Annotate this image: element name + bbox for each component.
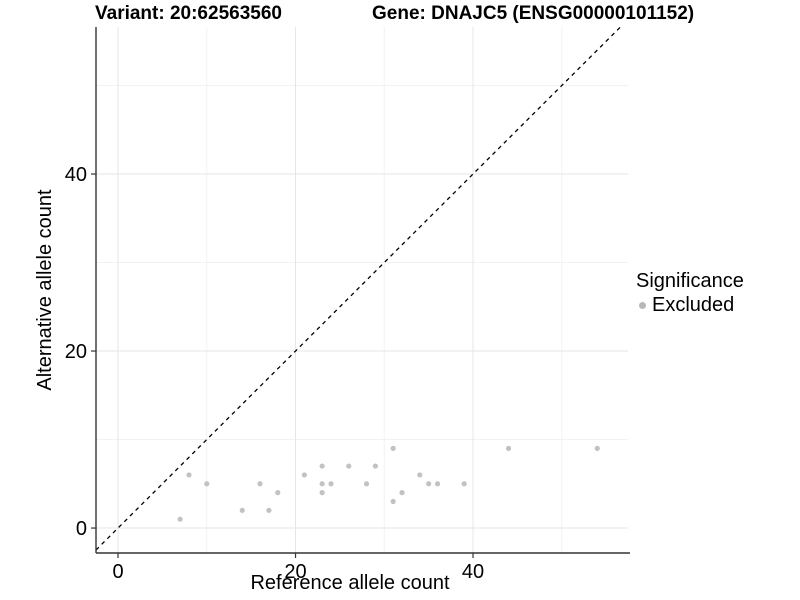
x-tick-label: 20: [284, 561, 306, 583]
data-point: [266, 507, 272, 513]
data-point: [319, 463, 325, 469]
y-tick-label: 40: [65, 164, 87, 186]
data-point: [434, 481, 441, 487]
data-point: [204, 481, 210, 487]
data-point: [390, 498, 396, 505]
data-point: [594, 445, 600, 451]
data-point: [328, 481, 334, 487]
data-point: [363, 481, 370, 487]
data-point: [417, 472, 423, 478]
data-point: [426, 481, 432, 487]
identity-line: [95, 26, 621, 551]
data-point: [346, 463, 352, 469]
plot-title-variant: Variant: 20:62563560: [95, 3, 282, 24]
gridlines-major: [96, 27, 628, 553]
data-point: [301, 472, 307, 478]
legend: Significance Excluded: [636, 270, 744, 316]
y-tick-label: 0: [76, 518, 87, 540]
plot-title-gene: Gene: DNAJC5 (ENSG00000101152): [372, 3, 695, 24]
data-point: [177, 516, 183, 522]
data-point: [399, 490, 405, 496]
data-point: [239, 507, 245, 513]
data-point: [319, 481, 325, 487]
y-tick-label: 20: [65, 341, 87, 363]
data-point: [461, 481, 467, 487]
legend-item-label: Excluded: [652, 294, 735, 316]
data-point: [186, 472, 192, 478]
gridlines-minor: [96, 27, 628, 553]
legend-point-icon: [639, 301, 646, 309]
data-point: [275, 490, 281, 496]
x-tick-label: 0: [112, 561, 123, 583]
data-point: [319, 490, 325, 496]
data-point: [372, 463, 379, 469]
data-point: [390, 445, 396, 451]
tick-labels: 0 20 40 0 20 40: [65, 164, 484, 583]
legend-item-excluded: Excluded: [636, 294, 744, 316]
data-point: [257, 481, 263, 487]
x-tick-label: 40: [462, 561, 484, 583]
y-axis-title: Alternative allele count: [34, 189, 56, 391]
axes: [91, 27, 630, 558]
data-points: [177, 445, 600, 522]
legend-title: Significance: [636, 270, 744, 292]
data-point: [505, 445, 512, 451]
x-axis-title: Reference allele count: [250, 572, 450, 594]
